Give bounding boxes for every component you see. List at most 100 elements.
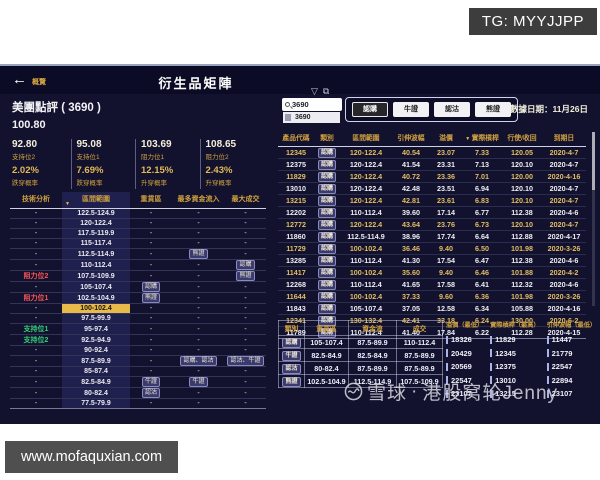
warrant-row[interactable]: 11843 認購 105-107.4 37.05 12.58 6.34 105.88 2020… xyxy=(278,302,586,315)
warrant-range-cell: 120-122.4 xyxy=(340,218,392,231)
technical-table-row[interactable]: -80-82.4 認沽 - - xyxy=(10,387,266,399)
technical-column-header[interactable]: 區間範圍 ▼ xyxy=(62,192,130,209)
range-cell: 110-112.4 xyxy=(62,259,130,271)
search-input[interactable]: 3690 xyxy=(282,98,342,111)
volume-cell: - xyxy=(225,303,266,314)
warrants-column-header[interactable]: 產品代碼 xyxy=(278,130,314,147)
warrant-iv-cell: 43.64 xyxy=(392,218,430,231)
technical-column-header[interactable]: 最多資金流入 xyxy=(172,192,225,209)
filter-button-熊證[interactable]: 熊證 xyxy=(475,102,511,117)
warrants-column-header[interactable]: 類別 xyxy=(314,130,340,147)
ranking-item[interactable]: 21779 xyxy=(546,347,597,361)
category-badge: 認沽 xyxy=(282,363,301,374)
technical-table-row[interactable]: 阻力位1 102.5-104.9 熊證 - - xyxy=(10,292,266,304)
overview-link[interactable]: 概覽 xyxy=(32,79,46,86)
technical-table-row[interactable]: -105-107.4 認購 - - xyxy=(10,281,266,293)
technical-table-row[interactable]: 支持位1 95-97.4- - - xyxy=(10,323,266,335)
warrant-row[interactable]: 13010 認購 120-122.4 42.48 23.51 6.94 120.10 2020… xyxy=(278,182,586,195)
search-suggestion[interactable]: 3690 xyxy=(283,112,340,123)
warrant-row[interactable]: 11417 認購 100-102.4 35.60 9.40 6.46 101.88 2020-… xyxy=(278,266,586,279)
warrant-row[interactable]: 11729 認購 100-102.4 36.46 9.40 6.50 101.98 2020-… xyxy=(278,242,586,255)
technical-table-row[interactable]: -120-122.4- - - xyxy=(10,218,266,229)
warrants-column-header[interactable]: 溢價 xyxy=(430,130,462,147)
page-title: 衍生品矩陣 xyxy=(158,76,234,91)
ranking-code: 18326 xyxy=(451,335,472,345)
technical-level-cell: - xyxy=(10,345,62,356)
ranking-item[interactable]: 12345 xyxy=(490,347,540,361)
category-badge: 認購 xyxy=(317,220,336,230)
technical-table-row[interactable]: 阻力位2 107.5-109.9- - 熊證 xyxy=(10,270,266,282)
ranking-item[interactable]: 23107 xyxy=(446,387,483,401)
ranking-item[interactable]: 20429 xyxy=(446,347,483,361)
warrants-column-header[interactable]: 引伸波幅 xyxy=(392,130,430,147)
warrant-row[interactable]: 13285 認購 110-112.4 41.30 17.54 6.47 112.38 2020… xyxy=(278,254,586,267)
warrant-row[interactable]: 11860 認購 112.5-114.9 38.96 17.74 6.64 112.88 20… xyxy=(278,230,586,243)
heavy-zone-cell: - xyxy=(130,303,172,314)
ranking-item[interactable]: 22547 xyxy=(446,374,483,388)
filter-button-認沽[interactable]: 認沽 xyxy=(434,102,470,117)
warrant-row[interactable]: 13215 認購 120-122.4 42.81 23.61 6.83 120.10 2020… xyxy=(278,194,586,207)
technical-column-header[interactable]: 最大成交 xyxy=(225,192,266,209)
technical-table-row[interactable]: -112.5-114.9- 熊證 - xyxy=(10,248,266,260)
watermark-sep: · xyxy=(411,380,419,402)
warrant-expiry-cell: 2020-3-26 xyxy=(542,290,586,303)
warrants-column-header[interactable]: ▼ 實際槓桿 xyxy=(462,130,502,147)
ranking-item[interactable]: 18326 xyxy=(446,333,483,347)
warrants-column-header[interactable]: 區間範圍 xyxy=(340,130,392,147)
filter-button-牛證[interactable]: 牛證 xyxy=(393,102,429,117)
warrant-row[interactable]: 11829 認購 120-122.4 40.72 23.36 7.01 120.00 2020… xyxy=(278,170,586,183)
range-sort-icon[interactable]: ▼ xyxy=(65,201,70,207)
ranking-item[interactable]: 13215 xyxy=(490,387,540,401)
ranking-item[interactable]: 23107 xyxy=(546,387,597,401)
warrant-strike-cell: 112.88 xyxy=(502,230,542,243)
technical-table-row[interactable]: -122.5-124.9- - - xyxy=(10,208,266,219)
technical-column-header[interactable]: 重貨區 xyxy=(130,192,172,209)
warrant-row[interactable]: 11644 認購 100-102.4 37.33 9.60 6.36 101.98 2020-… xyxy=(278,290,586,303)
ranking-item[interactable]: 20569 xyxy=(446,360,483,374)
ranking-item[interactable]: 11447 xyxy=(546,333,597,347)
technical-table-row[interactable]: -90-92.4- - - xyxy=(10,345,266,356)
ranking-item[interactable]: 13010 xyxy=(490,374,540,388)
technical-table-row[interactable]: 支持位2 92.5-94.9- - - xyxy=(10,334,266,346)
technical-table-row[interactable]: -97.5-99.9- - - xyxy=(10,313,266,324)
warrant-row[interactable]: 12268 認購 110-112.4 41.65 17.58 6.41 112.32 2020… xyxy=(278,278,586,291)
technical-table-row[interactable]: -85-87.4- - - xyxy=(10,366,266,377)
level-value: 95.08 xyxy=(76,139,102,150)
filter-button-認購[interactable]: 認購 xyxy=(352,102,388,117)
warrant-range-cell: 112.5-114.9 xyxy=(340,230,392,243)
ranking-item[interactable]: 22547 xyxy=(546,360,597,374)
technical-table-row[interactable]: -87.5-89.9- 認購、認沽 認沽、牛證 xyxy=(10,355,266,367)
warrant-range-cell: 105-107.4 xyxy=(340,302,392,315)
category-badge: 認購 xyxy=(317,148,336,158)
technical-table-row[interactable]: -82.5-84.9 牛證 牛證 - xyxy=(10,376,266,388)
technical-table-row[interactable]: -100-102.4- - - xyxy=(10,303,266,314)
summary-row: 牛證 82.5-84.9 82.5-84.9 87.5-89.9 xyxy=(278,348,443,362)
summary-column-header: 類別 xyxy=(278,320,305,336)
category-badge: 熊證 xyxy=(141,293,160,303)
technical-table-row[interactable]: -77.5-79.9- - - xyxy=(10,398,266,409)
filter-funnel-icon[interactable]: ▽ xyxy=(311,86,318,96)
scrollbar-thumb[interactable] xyxy=(592,132,595,190)
warrants-column-header[interactable]: 行使/收回 xyxy=(502,130,542,147)
technical-table-row[interactable]: -117.5-119.9- - - xyxy=(10,228,266,239)
ranking-item[interactable]: 11829 xyxy=(490,333,540,347)
ranking-code: 12375 xyxy=(495,362,516,372)
warrant-row[interactable]: 12772 認購 120-122.4 43.64 23.76 6.73 120.10 2020… xyxy=(278,218,586,231)
technical-table-row[interactable]: -115-117.4- - - xyxy=(10,238,266,249)
category-badge: 認沽 xyxy=(141,388,160,398)
technical-column-header[interactable]: 技術分析 xyxy=(10,192,62,209)
warrant-row[interactable]: 12202 認購 110-112.4 39.60 17.14 6.77 112.38 2020… xyxy=(278,206,586,219)
technical-table-row[interactable]: -110-112.4- - 認購 xyxy=(10,259,266,271)
category-badge: 認購 xyxy=(317,208,336,218)
ranking-item[interactable]: 22894 xyxy=(546,374,597,388)
leverage-sort-icon[interactable]: ▼ xyxy=(465,136,472,142)
warrant-row[interactable]: 12345 認購 120-122.4 40.54 23.07 7.33 120.05 2020… xyxy=(278,146,586,159)
back-button[interactable]: ← xyxy=(12,71,27,88)
table-scrollbar[interactable] xyxy=(592,132,595,306)
warrant-row[interactable]: 12375 認購 120-122.4 41.54 23.31 7.13 120.10 2020… xyxy=(278,158,586,171)
ranking-item[interactable]: 12375 xyxy=(490,360,540,374)
warrants-column-header[interactable]: 到期日 xyxy=(542,130,586,147)
range-cell: 100-102.4 xyxy=(62,303,130,314)
snapshot-icon[interactable]: ⧉ xyxy=(322,86,330,96)
warrant-leverage-cell: 6.50 xyxy=(462,242,502,255)
